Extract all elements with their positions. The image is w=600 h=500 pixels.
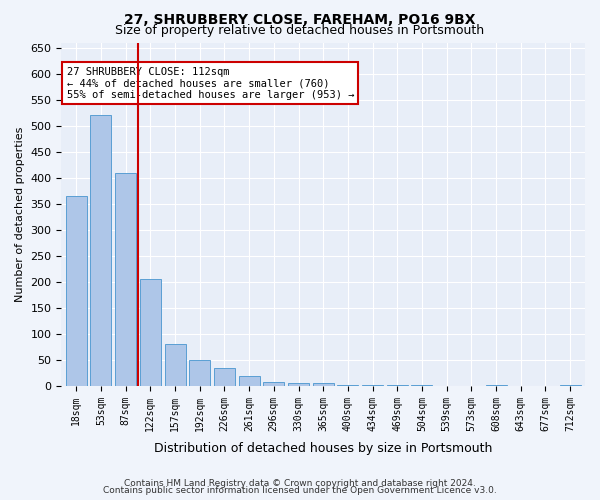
Bar xyxy=(66,196,87,386)
Bar xyxy=(115,172,136,386)
Y-axis label: Number of detached properties: Number of detached properties xyxy=(15,126,25,302)
Bar xyxy=(263,382,284,386)
Bar xyxy=(214,368,235,386)
Bar xyxy=(337,385,358,386)
Bar xyxy=(164,344,185,386)
Bar xyxy=(362,385,383,386)
Text: Size of property relative to detached houses in Portsmouth: Size of property relative to detached ho… xyxy=(115,24,485,37)
Text: 27 SHRUBBERY CLOSE: 112sqm
← 44% of detached houses are smaller (760)
55% of sem: 27 SHRUBBERY CLOSE: 112sqm ← 44% of deta… xyxy=(67,66,354,100)
X-axis label: Distribution of detached houses by size in Portsmouth: Distribution of detached houses by size … xyxy=(154,442,493,455)
Bar xyxy=(189,360,210,386)
Bar xyxy=(140,279,161,386)
Text: Contains public sector information licensed under the Open Government Licence v3: Contains public sector information licen… xyxy=(103,486,497,495)
Bar xyxy=(91,116,112,386)
Bar xyxy=(288,384,309,386)
Text: 27, SHRUBBERY CLOSE, FAREHAM, PO16 9BX: 27, SHRUBBERY CLOSE, FAREHAM, PO16 9BX xyxy=(124,12,476,26)
Text: Contains HM Land Registry data © Crown copyright and database right 2024.: Contains HM Land Registry data © Crown c… xyxy=(124,478,476,488)
Bar xyxy=(239,376,260,386)
Bar xyxy=(313,384,334,386)
